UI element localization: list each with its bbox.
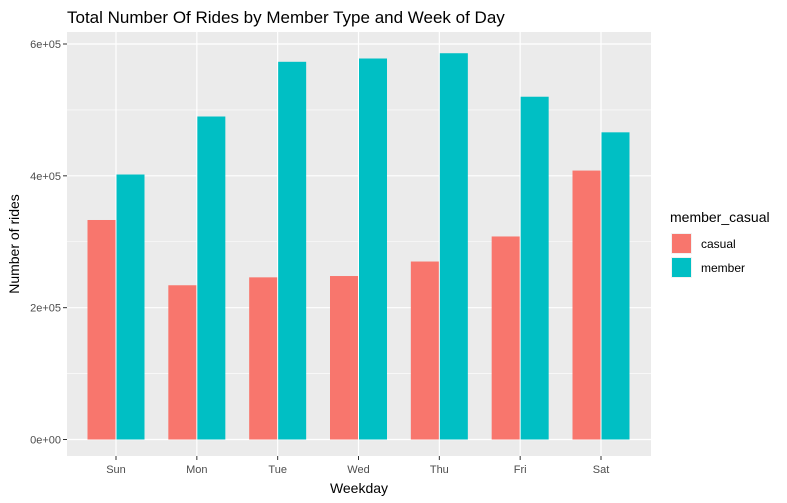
bar-casual-tue: [249, 277, 278, 440]
bar-casual-wed: [330, 276, 358, 440]
bar-member-thu: [439, 53, 468, 440]
bar-casual-sat: [572, 170, 601, 440]
x-tick-label: Wed: [347, 464, 369, 476]
bar-member-sun: [116, 174, 145, 440]
legend-label-member: member: [701, 261, 745, 275]
y-tick-label: 2e+05: [30, 303, 61, 315]
y-axis-title: Number of rides: [6, 194, 22, 294]
bar-casual-mon: [168, 285, 197, 440]
x-tick-label: Fri: [514, 464, 527, 476]
bar-member-fri: [520, 96, 549, 440]
x-tick-label: Sat: [593, 464, 610, 476]
bar-member-mon: [197, 116, 226, 440]
y-tick-label: 6e+05: [30, 39, 61, 51]
bar-casual-sun: [87, 219, 116, 440]
x-axis: Sun Mon Tue Wed Thu Fri Sat: [106, 456, 609, 476]
y-tick-label: 0e+00: [30, 435, 61, 447]
x-tick-label: Sun: [106, 464, 126, 476]
legend-label-casual: casual: [701, 237, 736, 251]
legend-swatch-member: [672, 258, 691, 277]
legend-title: member_casual: [670, 209, 770, 225]
bar-member-tue: [278, 61, 307, 440]
bar-casual-fri: [491, 236, 520, 440]
bars: [87, 53, 630, 440]
x-axis-title: Weekday: [330, 480, 388, 496]
bar-casual-thu: [410, 261, 439, 440]
x-tick-label: Mon: [186, 464, 207, 476]
bar-member-sat: [601, 132, 630, 440]
x-tick-label: Tue: [268, 464, 287, 476]
legend: member_casual casual member: [670, 209, 770, 278]
bar-member-wed: [359, 58, 387, 440]
x-tick-label: Thu: [430, 464, 449, 476]
chart-title: Total Number Of Rides by Member Type and…: [67, 8, 505, 27]
y-tick-label: 4e+05: [30, 171, 61, 183]
y-axis: 0e+00 2e+05 4e+05 6e+05: [30, 39, 67, 447]
legend-swatch-casual: [672, 234, 691, 253]
legend-items: casual member: [671, 233, 745, 278]
